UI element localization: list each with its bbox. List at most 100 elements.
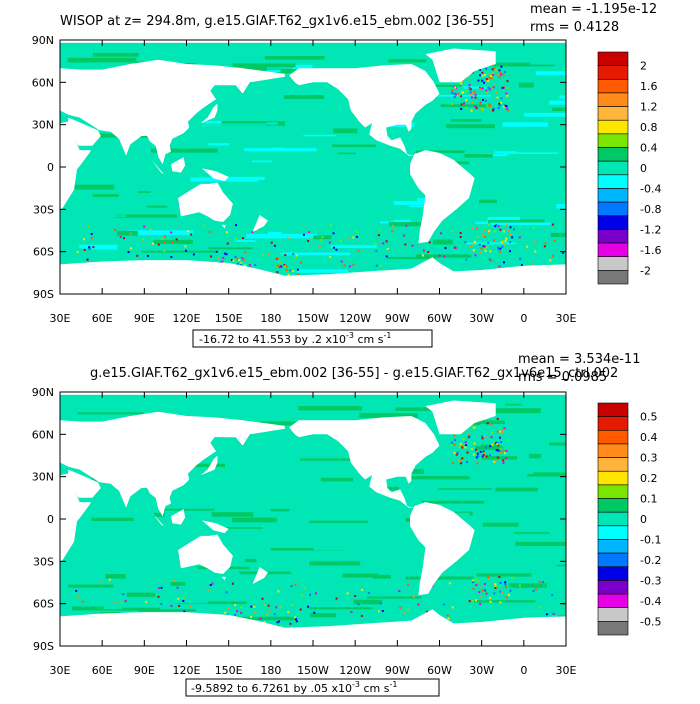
colorbar-label: 0.4 [640, 142, 658, 155]
field-hotspot [238, 258, 241, 261]
field-hotspot [479, 250, 482, 253]
x-tick-label: 150E [215, 664, 243, 677]
field-band [526, 117, 566, 120]
field-band [556, 204, 566, 209]
field-hotspot [209, 255, 212, 258]
field-hotspot [152, 242, 155, 245]
field-hotspot [497, 106, 500, 109]
field-hotspot [321, 236, 324, 239]
field-hotspot [494, 585, 497, 588]
field-hotspot [479, 87, 482, 90]
field-hotspot [498, 576, 501, 579]
x-tick-label: 60E [92, 312, 113, 325]
field-hotspot [300, 261, 303, 264]
field-hotspot [248, 264, 251, 267]
field-hotspot [472, 101, 475, 104]
field-hotspot [460, 103, 463, 106]
field-band [266, 122, 278, 125]
field-hotspot [280, 624, 283, 627]
field-hotspot [468, 246, 471, 249]
field-hotspot [186, 230, 189, 233]
field-hotspot [285, 265, 288, 268]
map-area [60, 40, 566, 294]
field-hotspot [136, 254, 139, 257]
field-hotspot [346, 592, 349, 595]
field-hotspot [294, 583, 297, 586]
field-hotspot [497, 449, 500, 452]
field-hotspot [501, 245, 504, 248]
field-band [271, 158, 319, 163]
y-tick-label: 30S [33, 203, 54, 216]
field-hotspot [511, 577, 514, 580]
field-band [175, 606, 226, 610]
field-hotspot [453, 439, 456, 442]
field-band [513, 532, 550, 534]
field-hotspot [480, 247, 483, 250]
field-hotspot [411, 244, 414, 247]
field-hotspot [501, 429, 504, 432]
colorbar-swatch [597, 256, 629, 271]
field-hotspot [481, 87, 484, 90]
field-band [208, 143, 230, 146]
colorbar-swatch [597, 525, 629, 540]
colorbar-swatch [597, 580, 629, 595]
field-hotspot [459, 232, 462, 235]
field-hotspot [367, 592, 370, 595]
field-hotspot [475, 227, 478, 230]
field-hotspot [267, 253, 270, 256]
field-band [83, 215, 126, 217]
field-hotspot [504, 581, 507, 584]
field-hotspot [486, 246, 489, 249]
field-hotspot [493, 66, 496, 69]
field-hotspot [290, 270, 293, 273]
field-band [228, 616, 296, 621]
field-hotspot [287, 610, 290, 613]
field-hotspot [454, 93, 457, 96]
field-hotspot [499, 447, 502, 450]
colorbar-swatch [597, 552, 629, 568]
field-hotspot [502, 450, 505, 453]
field-band [116, 230, 138, 236]
field-hotspot [458, 94, 461, 97]
field-hotspot [494, 586, 497, 589]
field-hotspot [454, 86, 457, 89]
field-band [309, 561, 361, 566]
field-hotspot [241, 257, 244, 260]
field-hotspot [377, 234, 380, 237]
field-hotspot [491, 75, 494, 78]
field-band [405, 576, 474, 580]
y-tick-label: 30N [32, 119, 54, 132]
field-hotspot [443, 255, 446, 258]
field-hotspot [279, 260, 282, 263]
panel-bottom: g.e15.GIAF.T62_gx1v6.e15_ebm.002 [36-55]… [32, 352, 661, 697]
field-hotspot [500, 97, 503, 100]
field-hotspot [495, 69, 498, 72]
field-hotspot [504, 586, 507, 589]
field-band [190, 440, 262, 445]
field-hotspot [295, 620, 298, 623]
field-band [486, 544, 558, 549]
field-band [489, 464, 514, 469]
field-hotspot [474, 93, 477, 96]
field-band [407, 476, 470, 480]
field-hotspot [499, 71, 502, 74]
field-hotspot [489, 250, 492, 253]
colorbar-swatch [597, 133, 629, 148]
field-hotspot [544, 242, 547, 245]
field-hotspot [224, 611, 227, 614]
panel-top: WISOP at z= 294.8m, g.e15.GIAF.T62_gx1v6… [32, 2, 661, 348]
field-band [367, 596, 422, 599]
field-hotspot [469, 88, 472, 91]
field-hotspot [495, 223, 498, 226]
field-hotspot [318, 245, 321, 248]
field-hotspot [496, 441, 499, 444]
field-band [270, 547, 345, 551]
field-hotspot [485, 446, 488, 449]
field-band [505, 403, 522, 406]
field-hotspot [329, 255, 332, 258]
colorbar-swatch [597, 147, 629, 162]
field-hotspot [484, 249, 487, 252]
colorbar-swatch [597, 498, 629, 513]
field-hotspot [498, 102, 501, 105]
field-band [264, 55, 325, 60]
